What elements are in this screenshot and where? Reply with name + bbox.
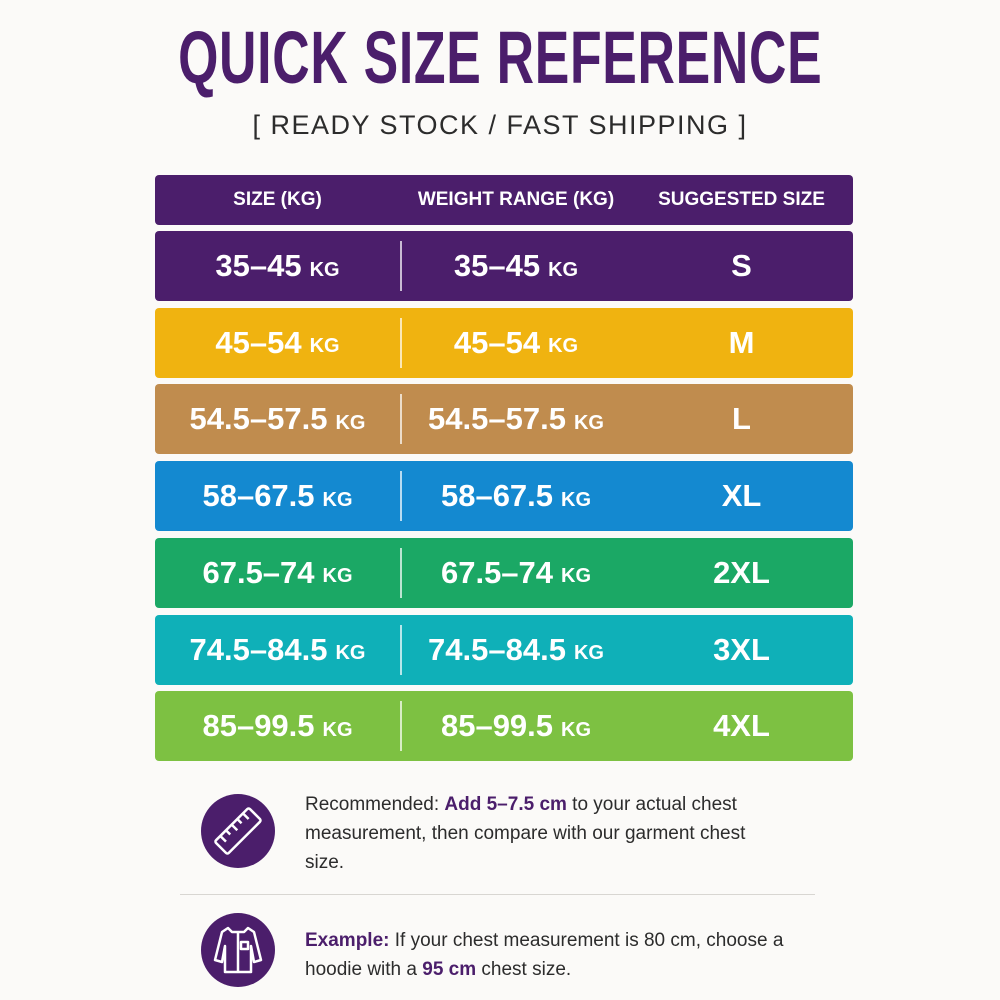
- cell-value: 85–99.5: [440, 708, 554, 744]
- cell-unit: KG: [322, 488, 353, 511]
- table-cell: 35–45 KG: [402, 231, 630, 301]
- table-cell: 35–45 KG: [155, 231, 400, 301]
- cell-unit: KG: [322, 718, 353, 741]
- note-text: chest size.: [476, 959, 572, 980]
- table-cell: 3XL: [630, 615, 853, 685]
- cell-unit: KG: [322, 565, 353, 588]
- cell-unit: KG: [573, 411, 604, 434]
- table-cell: 45–54 KG: [155, 308, 400, 378]
- table-cell: 67.5–74 KG: [155, 538, 400, 608]
- table-row: 45–54 KG 45–54 KG M: [155, 307, 853, 378]
- cell-unit: KG: [561, 718, 592, 741]
- table-header: SIZE (KG) WEIGHT RANGE (KG) SUGGESTED SIZE: [155, 175, 853, 225]
- cell-unit: KG: [335, 411, 366, 434]
- cell-value: 74.5–84.5: [189, 631, 328, 667]
- cell-value: 54.5–57.5: [189, 401, 328, 437]
- cell-unit: KG: [548, 335, 579, 358]
- cell-value: 4XL: [713, 708, 770, 744]
- ruler-icon: [201, 794, 275, 868]
- cell-value: 35–45: [453, 248, 541, 283]
- column-divider: [400, 241, 402, 291]
- table-cell: 74.5–84.5 KG: [155, 615, 400, 685]
- cell-unit: KG: [309, 335, 340, 358]
- cell-value: 67.5–74: [440, 554, 554, 590]
- cell-value: 74.5–84.5: [428, 631, 566, 667]
- note-text: If your chest measurement is 80 cm, choo…: [305, 930, 784, 980]
- cell-unit: KG: [335, 642, 366, 664]
- table-cell: 4XL: [630, 691, 853, 761]
- cell-value: XL: [721, 478, 762, 514]
- table-cell: 2XL: [630, 538, 853, 608]
- title: QUICK SIZE REFERENCE: [177, 16, 823, 99]
- cell-value: 85–99.5: [202, 708, 315, 744]
- note-emphasis: 95 cm: [422, 959, 477, 980]
- table-row: 58–67.5 KG 58–67.5 KG XL: [155, 461, 853, 532]
- note-text: Recommended:: [305, 794, 445, 815]
- table-cell: XL: [630, 461, 853, 531]
- table-row: 54.5–57.5 KG 54.5–57.5 KG L: [155, 384, 853, 455]
- cell-value: 2XL: [713, 554, 770, 590]
- table-cell: 58–67.5 KG: [155, 461, 400, 531]
- table-cell: S: [630, 231, 853, 301]
- cell-unit: KG: [573, 642, 604, 664]
- table-cell: 74.5–84.5 KG: [402, 615, 630, 685]
- column-header: WEIGHT RANGE (KG): [417, 189, 615, 210]
- table-row: 74.5–84.5 KG 74.5–84.5 KG 3XL: [155, 614, 853, 685]
- subtitle: [ READY STOCK / FAST SHIPPING ]: [252, 110, 748, 140]
- table-cell: 54.5–57.5 KG: [402, 384, 630, 454]
- note: Example: If your chest measurement is 80…: [305, 926, 785, 984]
- table-row: 35–45 KG 35–45 KG S: [155, 231, 853, 301]
- column-divider: [400, 701, 402, 752]
- cell-unit: KG: [561, 565, 592, 588]
- note-emphasis: Example:: [305, 930, 390, 951]
- table-cell: L: [630, 384, 853, 454]
- note-text: to your actual chest measurement, then c…: [305, 794, 746, 873]
- table-cell: 58–67.5 KG: [402, 461, 630, 531]
- column-divider: [400, 394, 402, 445]
- column-divider: [400, 317, 402, 368]
- table-cell: 45–54 KG: [402, 308, 630, 378]
- cell-value: 58–67.5: [202, 478, 315, 514]
- cell-value: 35–45: [215, 248, 302, 283]
- cell-value: S: [731, 248, 752, 283]
- table-cell: 85–99.5 KG: [402, 691, 630, 761]
- cell-value: L: [732, 401, 751, 437]
- cell-value: 45–54: [453, 324, 541, 360]
- note-emphasis: Add 5–7.5 cm: [444, 794, 567, 815]
- cell-value: M: [728, 324, 755, 360]
- separator: [180, 894, 815, 895]
- cell-value: 3XL: [713, 631, 770, 667]
- cell-unit: KG: [548, 258, 579, 281]
- column-divider: [400, 471, 402, 522]
- note: Recommended: Add 5–7.5 cm to your actual…: [305, 790, 785, 877]
- cell-value: 58–67.5: [440, 478, 554, 514]
- cell-unit: KG: [561, 488, 592, 511]
- table-cell: 67.5–74 KG: [402, 538, 630, 608]
- table-row: 67.5–74 KG 67.5–74 KG 2XL: [155, 537, 853, 608]
- cell-value: 54.5–57.5: [428, 401, 566, 437]
- cell-value: 45–54: [215, 324, 302, 360]
- cell-value: 67.5–74: [202, 554, 315, 590]
- table-row: 85–99.5 KG 85–99.5 KG 4XL: [155, 691, 853, 762]
- table-cell: 85–99.5 KG: [155, 691, 400, 761]
- shirt-icon: [201, 913, 275, 987]
- column-header: SIZE (KG): [233, 189, 322, 210]
- table-cell: 54.5–57.5 KG: [155, 384, 400, 454]
- column-header: SUGGESTED SIZE: [658, 189, 825, 210]
- cell-unit: KG: [309, 258, 340, 281]
- column-divider: [400, 624, 402, 675]
- title-wrap: QUICK SIZE REFERENCE: [0, 15, 1000, 100]
- table-cell: M: [630, 308, 853, 378]
- column-divider: [400, 547, 402, 598]
